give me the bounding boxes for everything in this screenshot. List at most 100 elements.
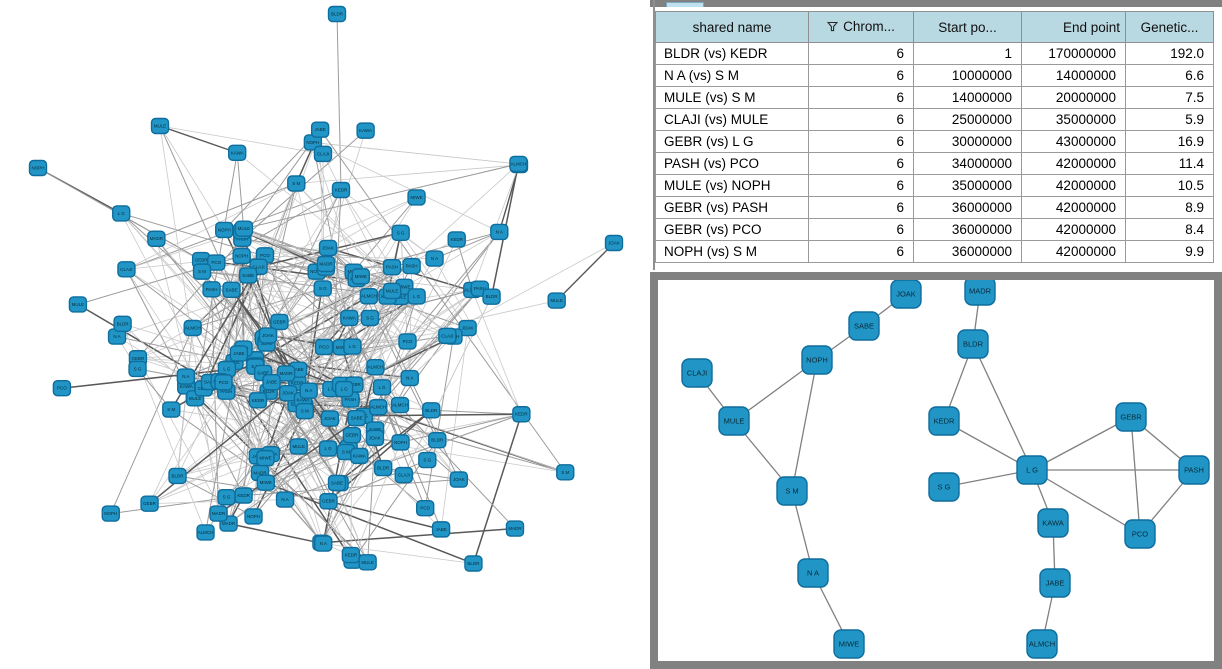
network-node[interactable]: JOAK	[278, 384, 298, 402]
cell-shared-name[interactable]: BLDR (vs) KEDR	[655, 42, 809, 65]
network-node[interactable]: L G	[112, 205, 131, 222]
cell-shared-name[interactable]: GEBR (vs) PASH	[655, 196, 809, 219]
network-node[interactable]: NOPH	[101, 505, 120, 522]
network-node[interactable]: BLDR	[327, 5, 347, 23]
network-node[interactable]: JABE	[431, 521, 451, 538]
network-node[interactable]: S G	[928, 472, 960, 502]
network-node[interactable]: KEDR	[447, 231, 466, 248]
network-node[interactable]: ALMCH	[196, 524, 215, 541]
network-node[interactable]: MULE	[68, 296, 88, 313]
network-node[interactable]: PCO	[314, 338, 334, 356]
network-node[interactable]: MULE	[150, 117, 170, 135]
network-node[interactable]: BLDR	[464, 555, 483, 572]
network-node[interactable]: KAWA	[1037, 508, 1069, 538]
network-node[interactable]: L G	[343, 338, 362, 355]
network-node[interactable]: KEDR	[512, 406, 531, 423]
table-cell[interactable]: 25000000	[913, 108, 1022, 131]
network-node[interactable]: MADR	[209, 505, 228, 522]
network-node[interactable]: KEDR	[248, 392, 268, 409]
network-node[interactable]: MIWE	[407, 189, 426, 206]
network-node[interactable]: N A	[490, 223, 509, 241]
network-node[interactable]: JOAK	[365, 429, 385, 447]
network-node[interactable]: BLDR	[168, 467, 187, 485]
network-node[interactable]: BLDR	[373, 459, 393, 477]
network-node[interactable]: SABE	[238, 267, 258, 284]
table-cell[interactable]: 8.9	[1125, 196, 1214, 219]
table-cell[interactable]: 35000000	[913, 174, 1022, 197]
table-cell[interactable]: 42000000	[1021, 240, 1126, 263]
table-row[interactable]: PASH (vs) PCO 6 34000000 42000000 11.4	[655, 152, 1214, 175]
network-node[interactable]: KAWA	[350, 447, 369, 465]
column-header-1[interactable]: Chrom...	[808, 11, 914, 43]
table-cell[interactable]: 34000000	[913, 152, 1022, 175]
table-cell[interactable]: 14000000	[913, 86, 1022, 109]
table-cell[interactable]: 6	[808, 218, 914, 241]
table-cell[interactable]: 5.9	[1125, 108, 1214, 131]
network-node[interactable]: MULE	[382, 282, 402, 300]
network-node[interactable]: S M	[776, 476, 808, 506]
network-node[interactable]: S M	[295, 402, 314, 420]
table-cell[interactable]: 6	[808, 174, 914, 197]
cell-shared-name[interactable]: NOPH (vs) S M	[655, 240, 809, 263]
column-header-3[interactable]: End point	[1021, 11, 1126, 43]
column-header-2[interactable]: Start po...	[913, 11, 1022, 43]
network-node[interactable]: PASH	[382, 259, 402, 276]
network-node[interactable]: BLDR	[422, 402, 441, 419]
network-node[interactable]: S M	[556, 464, 575, 481]
network-node[interactable]: KEDR	[928, 406, 960, 436]
network-node[interactable]: PCO	[52, 380, 72, 397]
table-cell[interactable]: 36000000	[913, 196, 1022, 219]
network-node[interactable]: SABE	[222, 281, 241, 299]
left-network-canvas[interactable]: BLDRKEDRMULENOPHSABEJOAKCLAJIMIWEMADRGEB…	[0, 0, 650, 669]
network-node[interactable]: KEDR	[341, 546, 361, 564]
table-cell[interactable]: 36000000	[913, 218, 1022, 241]
table-cell[interactable]: 16.9	[1125, 130, 1214, 153]
table-row[interactable]: CLAJI (vs) MULE 6 25000000 35000000 5.9	[655, 108, 1214, 131]
network-node[interactable]: ALMCH	[359, 288, 379, 305]
table-cell[interactable]: 42000000	[1021, 218, 1126, 241]
network-node[interactable]: S G	[360, 309, 380, 327]
network-node[interactable]: S M	[192, 263, 212, 280]
network-node[interactable]: SABE	[848, 311, 880, 341]
table-cell[interactable]: 6	[808, 152, 914, 175]
network-node[interactable]: ALMCH	[183, 319, 202, 337]
network-node[interactable]: JOAK	[318, 239, 338, 257]
table-cell[interactable]: 6	[808, 130, 914, 153]
table-cell[interactable]: 192.0	[1125, 42, 1214, 65]
network-node[interactable]: KAWA	[356, 122, 375, 139]
network-node[interactable]: MIWE	[256, 449, 275, 467]
network-node[interactable]: ALMCH	[369, 399, 388, 416]
table-row[interactable]: GEBR (vs) PCO 6 36000000 42000000 8.4	[655, 218, 1214, 241]
network-node[interactable]: MIWE	[256, 474, 275, 491]
network-node[interactable]: JABE	[1039, 568, 1071, 598]
network-node[interactable]: L G	[1016, 455, 1048, 485]
table-cell[interactable]: 10.5	[1125, 174, 1214, 197]
network-node[interactable]: MULE	[358, 554, 377, 571]
network-node[interactable]: L G	[372, 379, 392, 396]
network-node[interactable]: GEBR	[140, 495, 159, 512]
network-node[interactable]: NOPH	[801, 345, 833, 375]
table-cell[interactable]: 6	[808, 64, 914, 87]
column-header-0[interactable]: shared name	[655, 11, 809, 43]
network-node[interactable]: BLDR	[482, 288, 501, 305]
network-node[interactable]: JOAK	[458, 319, 477, 337]
network-node[interactable]: S G	[217, 489, 236, 506]
table-cell[interactable]: 6	[808, 108, 914, 131]
table-cell[interactable]: 35000000	[1021, 108, 1126, 131]
right-network-canvas[interactable]: JOAK SABE NOPH CLAJI MULE S M N A MIWE MADR BLDR K…	[658, 280, 1214, 661]
table-cell[interactable]: 6	[808, 240, 914, 263]
table-cell[interactable]: 6.6	[1125, 64, 1214, 87]
network-node[interactable]: KEDR	[331, 181, 351, 199]
table-cell[interactable]: 36000000	[913, 240, 1022, 263]
network-node[interactable]: MULE	[547, 292, 566, 309]
network-node[interactable]: CLAJI	[313, 145, 333, 163]
table-row[interactable]: GEBR (vs) PASH 6 36000000 42000000 8.9	[655, 196, 1214, 219]
network-node[interactable]: L G	[318, 440, 338, 457]
network-node[interactable]: ALMCH	[509, 155, 528, 173]
network-node[interactable]: SABE	[327, 474, 347, 492]
network-node[interactable]: MULE	[289, 438, 308, 455]
network-node[interactable]: N A	[299, 382, 318, 399]
network-node[interactable]: S M	[162, 401, 181, 418]
network-node[interactable]: KAWA	[228, 144, 247, 161]
cell-shared-name[interactable]: N A (vs) S M	[655, 64, 809, 87]
